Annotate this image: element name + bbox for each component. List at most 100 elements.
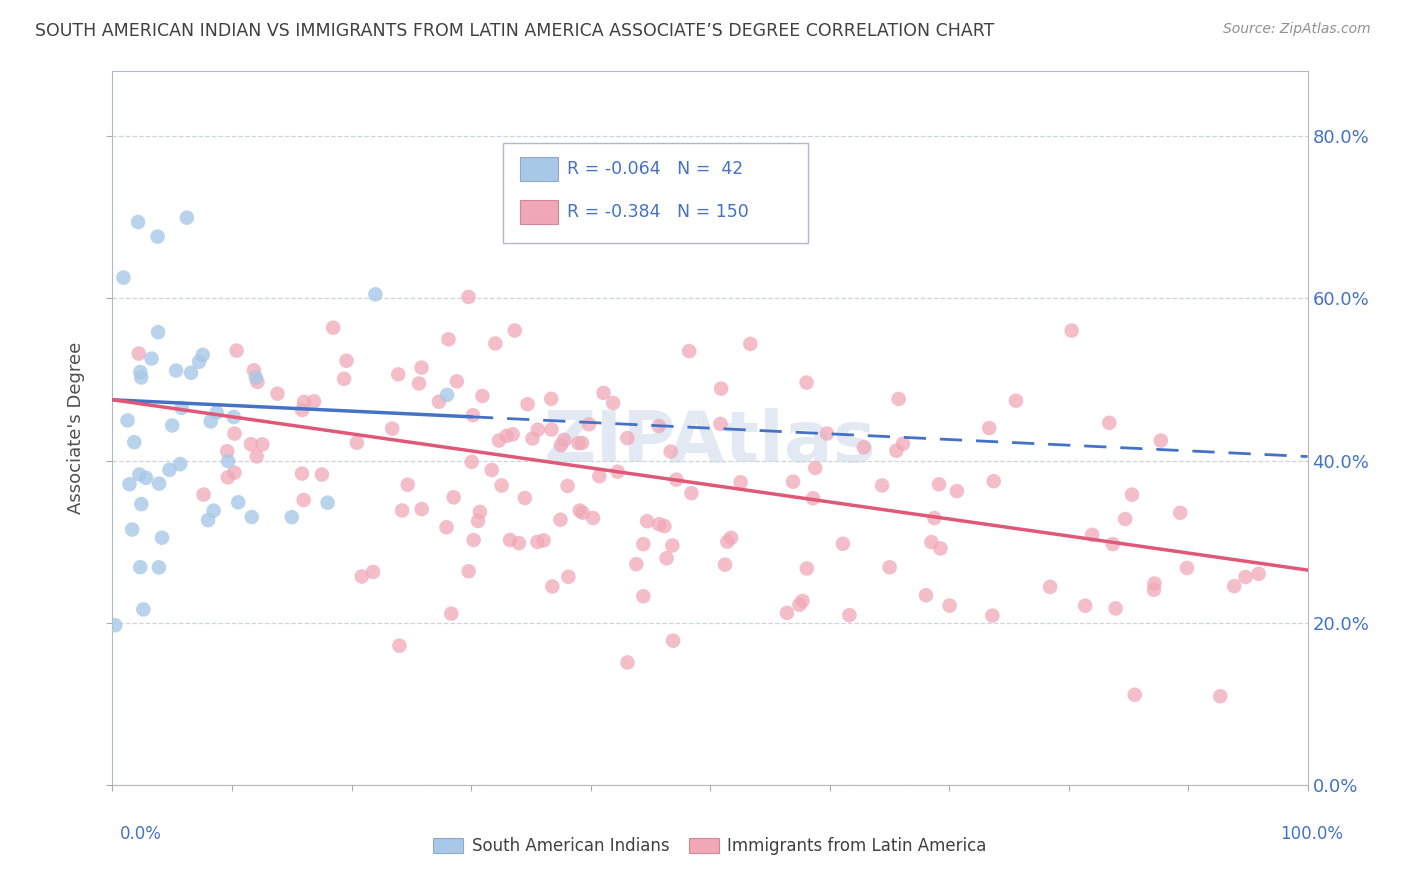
Point xyxy=(127,215,149,229)
Point xyxy=(588,469,610,483)
Point xyxy=(217,444,239,458)
Point xyxy=(852,441,875,455)
Point xyxy=(411,360,433,375)
Point xyxy=(170,401,193,415)
Point xyxy=(122,435,145,450)
Point xyxy=(225,343,247,358)
Point xyxy=(1223,579,1246,593)
Point xyxy=(1060,324,1083,338)
Point xyxy=(460,455,482,469)
Text: Source: ZipAtlas.com: Source: ZipAtlas.com xyxy=(1223,22,1371,37)
Point xyxy=(316,496,339,510)
Point xyxy=(929,541,952,556)
Point xyxy=(1234,570,1257,584)
Point xyxy=(553,433,575,447)
Point xyxy=(387,368,409,382)
Point xyxy=(1114,512,1136,526)
Point xyxy=(146,229,169,244)
Point xyxy=(804,461,827,475)
Point xyxy=(582,511,605,525)
Point xyxy=(443,491,465,505)
Point xyxy=(915,588,938,602)
Point xyxy=(427,394,450,409)
Point xyxy=(920,535,942,549)
Point xyxy=(463,533,485,547)
Point xyxy=(193,487,215,501)
Point xyxy=(578,417,600,432)
Point xyxy=(1101,537,1123,551)
Point xyxy=(710,382,733,396)
Point xyxy=(388,639,411,653)
Point xyxy=(200,414,222,428)
Text: 100.0%: 100.0% xyxy=(1279,825,1343,843)
Point xyxy=(891,436,914,450)
Point xyxy=(112,270,135,285)
Point xyxy=(129,370,152,384)
Point xyxy=(291,467,314,481)
Point xyxy=(471,389,494,403)
Point xyxy=(350,569,373,583)
Point xyxy=(457,290,479,304)
Point xyxy=(571,436,593,450)
Point xyxy=(887,392,910,406)
Point xyxy=(226,495,249,509)
Point xyxy=(240,510,263,524)
Point xyxy=(146,325,169,339)
Point xyxy=(440,607,463,621)
Point xyxy=(716,534,738,549)
Point xyxy=(678,344,700,359)
Point xyxy=(714,558,737,572)
Point xyxy=(626,558,648,572)
Point xyxy=(516,397,538,411)
Point xyxy=(202,503,225,517)
Point xyxy=(408,376,430,391)
Point xyxy=(983,475,1005,489)
Point xyxy=(128,467,150,482)
Point xyxy=(322,320,344,334)
Text: ZIPAtlas: ZIPAtlas xyxy=(544,408,876,477)
Point xyxy=(567,436,589,450)
Point xyxy=(302,394,325,409)
Point xyxy=(104,618,127,632)
Point xyxy=(659,444,682,458)
Point xyxy=(636,514,658,528)
Point xyxy=(879,560,901,574)
Point xyxy=(928,477,950,491)
Point xyxy=(789,598,811,612)
Point xyxy=(782,475,804,489)
Point xyxy=(217,454,239,468)
Point xyxy=(979,421,1001,435)
Point xyxy=(205,405,228,419)
Point xyxy=(665,473,688,487)
Point xyxy=(499,533,522,547)
Point xyxy=(541,579,564,593)
Point xyxy=(592,385,614,400)
Point xyxy=(1123,688,1146,702)
Point xyxy=(503,324,526,338)
Point xyxy=(557,570,579,584)
Point xyxy=(396,477,419,491)
Point xyxy=(568,503,591,517)
Point xyxy=(709,417,731,431)
Point xyxy=(333,372,356,386)
Point xyxy=(148,476,170,491)
Point xyxy=(246,375,269,389)
Point xyxy=(526,535,548,549)
Text: 0.0%: 0.0% xyxy=(120,825,162,843)
Point xyxy=(513,491,536,505)
Point xyxy=(648,419,671,434)
Point xyxy=(128,346,150,360)
Point xyxy=(776,606,799,620)
Text: R = -0.064   N =  42: R = -0.064 N = 42 xyxy=(567,161,742,178)
Point xyxy=(129,560,152,574)
Point xyxy=(364,287,387,301)
Point xyxy=(1081,528,1104,542)
Point xyxy=(117,413,139,427)
Point xyxy=(131,497,153,511)
Point xyxy=(150,531,173,545)
Point xyxy=(180,366,202,380)
Point xyxy=(335,353,357,368)
Point xyxy=(481,463,503,477)
Point xyxy=(1121,488,1143,502)
FancyBboxPatch shape xyxy=(520,200,558,224)
